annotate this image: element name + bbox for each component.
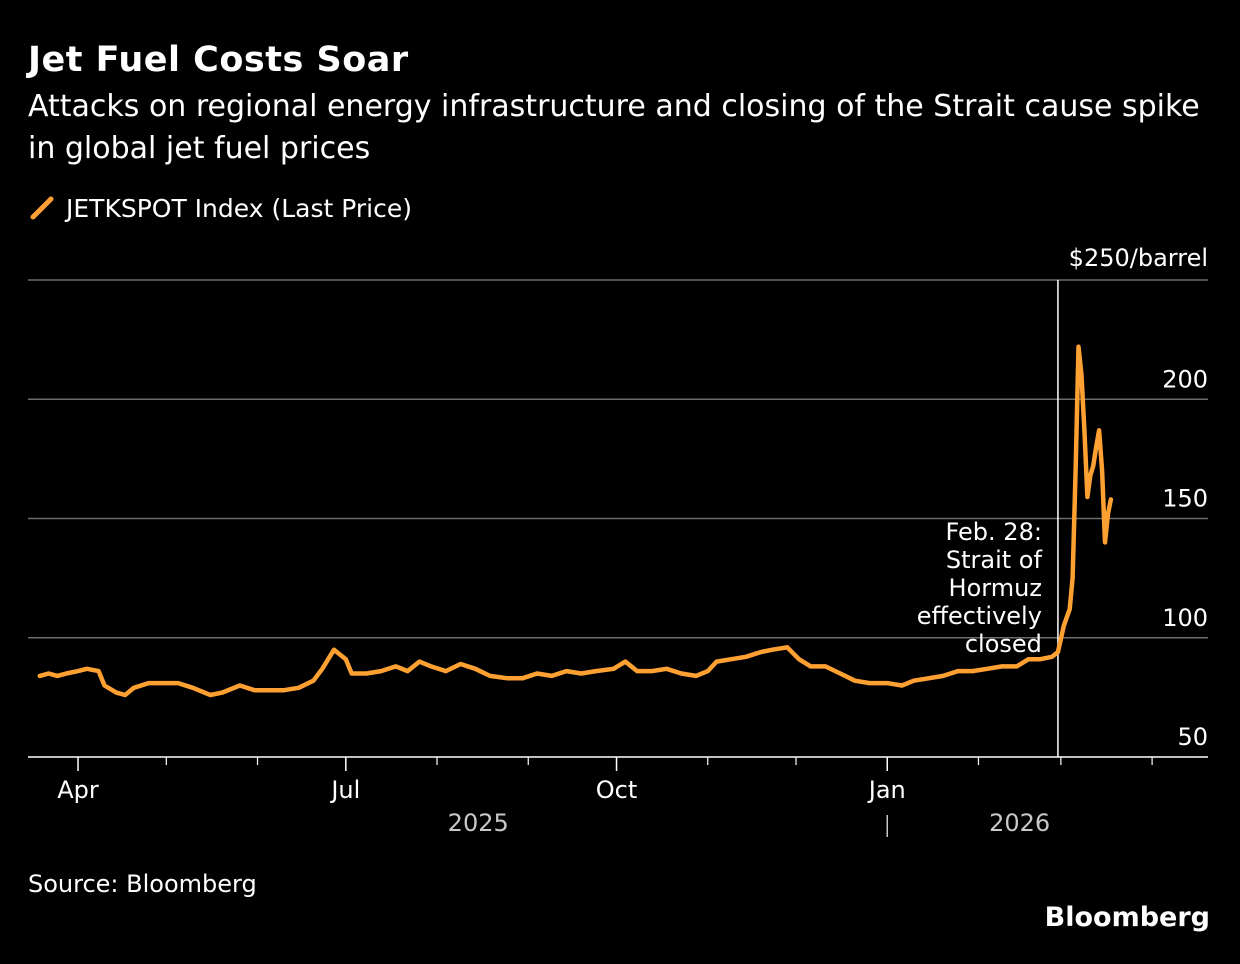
year-label: 2026 [989, 809, 1050, 837]
series-line-jetkspot [37, 344, 1114, 698]
y-tick-label: $250/barrel [1069, 244, 1208, 272]
legend-line-swatch-icon [30, 196, 54, 220]
x-tick-label: Jul [329, 776, 360, 804]
annotation-line-text: Feb. 28: [946, 518, 1042, 546]
chart-subtitle: Attacks on regional energy infrastructur… [28, 89, 1200, 166]
chart-title: Jet Fuel Costs Soar [28, 40, 409, 80]
x-tick-label: Oct [596, 776, 638, 804]
legend: JETKSPOT Index (Last Price) [30, 191, 412, 225]
annotation-text: Feb. 28: Strait of Hormuz effectively closed [917, 518, 1043, 658]
x-tick-label: Apr [57, 776, 99, 804]
y-tick-label: 200 [1162, 365, 1208, 393]
annotation-line-text: Strait of [946, 546, 1043, 574]
year-label: 2025 [448, 809, 509, 837]
y-tick-label: 50 [1177, 723, 1208, 751]
bloomberg-logo: Bloomberg [1044, 902, 1210, 933]
annotation-line-text: Hormuz [949, 574, 1042, 602]
annotation-line-text: effectively [917, 602, 1042, 630]
y-tick-label: 150 [1162, 485, 1208, 513]
annotation-line-text: closed [965, 630, 1042, 658]
x-tick-label: Jan [867, 776, 906, 804]
y-tick-label: 100 [1162, 604, 1208, 632]
legend-label: JETKSPOT Index (Last Price) [66, 193, 412, 223]
line-chart: $250/barrel 200 150 100 50 Apr Jul Oct Jan 2025 20… [28, 244, 1208, 837]
source-note: Source: Bloomberg [28, 870, 257, 898]
